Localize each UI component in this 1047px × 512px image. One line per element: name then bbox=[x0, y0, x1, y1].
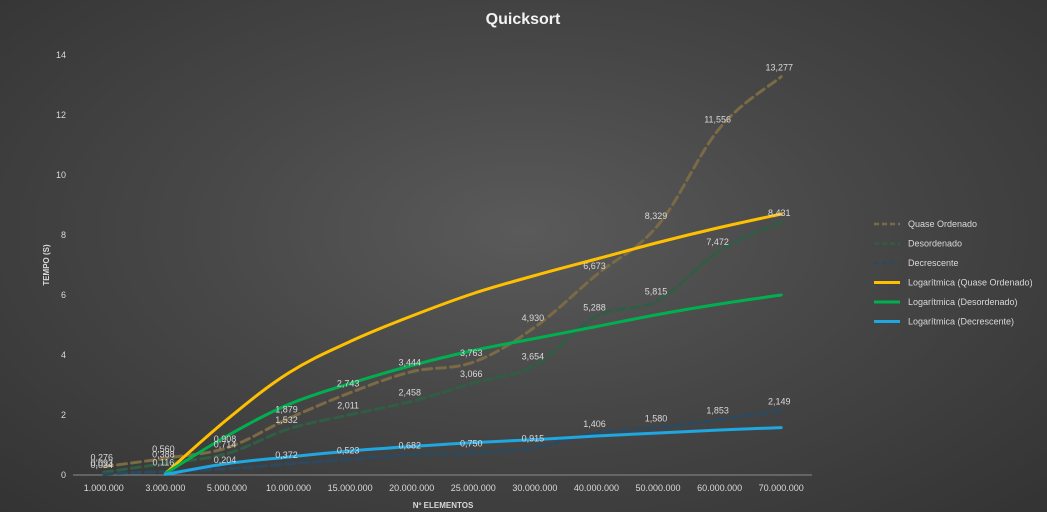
x-axis-ticks: 1.000.000 3.000.000 5.000.000 10.000.000 15.… bbox=[84, 483, 804, 493]
y-tick-label: 10 bbox=[56, 170, 66, 180]
data-label: 0,560 bbox=[152, 444, 175, 454]
data-labels: 0,276 0,560 0,908 1,879 2,743 3,444 3,763 4,930… bbox=[91, 63, 793, 470]
data-label: 0,116 bbox=[152, 458, 174, 468]
data-label: 2,743 bbox=[337, 379, 360, 389]
data-label: 5,288 bbox=[583, 302, 606, 312]
series-line-0 bbox=[102, 75, 783, 469]
x-tick-label: 60.000.000 bbox=[697, 483, 742, 493]
data-label: 3,066 bbox=[460, 369, 483, 379]
x-tick-label: 20.000.000 bbox=[389, 483, 434, 493]
data-label: 8,431 bbox=[768, 208, 791, 218]
series-line-trend-4 bbox=[163, 293, 783, 475]
y-axis-title: TEMPO (S) bbox=[42, 244, 51, 286]
data-label: 4,930 bbox=[522, 313, 545, 323]
series-line-trend-5 bbox=[163, 426, 783, 476]
data-label: 1,532 bbox=[275, 415, 298, 425]
y-tick-label: 0 bbox=[61, 470, 66, 480]
series-line-1 bbox=[102, 220, 783, 474]
x-tick-label: 15.000.000 bbox=[328, 483, 373, 493]
data-label: 0,388 bbox=[152, 449, 175, 459]
data-label: 1,406 bbox=[583, 419, 606, 429]
data-label: 6,673 bbox=[583, 261, 606, 271]
data-label: 2,458 bbox=[398, 387, 421, 397]
y-tick-label: 6 bbox=[61, 290, 66, 300]
x-tick-label: 10.000.000 bbox=[266, 483, 311, 493]
y-tick-label: 14 bbox=[56, 50, 66, 60]
series-line-trend-3 bbox=[163, 212, 783, 475]
data-label: 3,763 bbox=[460, 348, 483, 358]
data-label: 0,750 bbox=[460, 439, 483, 449]
data-label: 5,815 bbox=[645, 287, 668, 297]
legend-label: Logarítmica (Quase Ordenado) bbox=[908, 278, 1033, 288]
data-label: 0,093 bbox=[91, 458, 114, 468]
legend: Quase Ordenado Desordenado Decrescente Loga… bbox=[874, 219, 1033, 327]
series-lines bbox=[102, 75, 783, 476]
x-tick-label: 70.000.000 bbox=[759, 483, 804, 493]
data-label: 2,011 bbox=[337, 401, 359, 411]
data-label: 1,853 bbox=[706, 405, 729, 415]
x-tick-label: 30.000.000 bbox=[512, 483, 557, 493]
data-label: 1,580 bbox=[645, 414, 668, 424]
legend-label: Logarítmica (Decrescente) bbox=[908, 317, 1014, 327]
x-tick-label: 3.000.000 bbox=[145, 483, 185, 493]
y-tick-label: 8 bbox=[61, 230, 66, 240]
legend-label: Quase Ordenado bbox=[908, 219, 977, 229]
x-tick-label: 1.000.000 bbox=[84, 483, 124, 493]
data-label: 13,277 bbox=[765, 63, 793, 73]
legend-label: Desordenado bbox=[908, 239, 962, 249]
x-tick-label: 40.000.000 bbox=[574, 483, 619, 493]
legend-label: Logarítmica (Desordenado) bbox=[908, 297, 1018, 307]
data-label: 0,682 bbox=[398, 441, 421, 451]
x-tick-label: 25.000.000 bbox=[451, 483, 496, 493]
data-label: 0,523 bbox=[337, 445, 360, 455]
data-label: 2,149 bbox=[768, 397, 791, 407]
y-tick-label: 12 bbox=[56, 110, 66, 120]
data-label: 0,714 bbox=[214, 440, 237, 450]
data-label: 0,276 bbox=[91, 453, 114, 463]
data-label: 1,879 bbox=[275, 405, 298, 415]
x-tick-label: 50.000.000 bbox=[636, 483, 681, 493]
y-tick-label: 2 bbox=[61, 410, 66, 420]
y-axis-ticks: 0 2 4 6 8 10 12 14 bbox=[56, 50, 66, 480]
y-tick-label: 4 bbox=[61, 350, 66, 360]
data-label: 11,556 bbox=[704, 114, 731, 124]
x-axis-title: Nº ELEMENTOS bbox=[413, 501, 474, 510]
data-label: 0,908 bbox=[214, 434, 237, 444]
legend-label: Decrescente bbox=[908, 258, 959, 268]
x-tick-label: 5.000.000 bbox=[207, 483, 247, 493]
data-label: 0,204 bbox=[214, 455, 237, 465]
series-line-2 bbox=[102, 409, 783, 476]
data-label: 0,034 bbox=[91, 460, 114, 470]
data-label: 7,472 bbox=[706, 237, 729, 247]
data-label: 3,444 bbox=[398, 358, 421, 368]
chart-title: Quicksort bbox=[486, 11, 561, 28]
data-label: 3,654 bbox=[522, 351, 545, 361]
data-label: 0,372 bbox=[275, 450, 298, 460]
data-label: 0,915 bbox=[522, 434, 545, 444]
data-label: 8,329 bbox=[645, 211, 668, 221]
